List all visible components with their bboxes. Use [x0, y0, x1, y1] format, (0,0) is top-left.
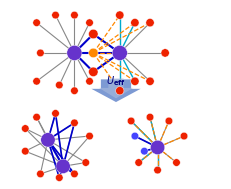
Circle shape — [134, 159, 142, 166]
Polygon shape — [91, 79, 140, 102]
Circle shape — [172, 159, 179, 166]
Circle shape — [85, 132, 93, 140]
Circle shape — [112, 45, 127, 60]
Circle shape — [85, 77, 93, 85]
Circle shape — [67, 45, 82, 60]
Circle shape — [21, 147, 29, 155]
Circle shape — [153, 166, 161, 174]
Circle shape — [36, 170, 44, 178]
Circle shape — [140, 147, 147, 155]
Circle shape — [85, 19, 93, 26]
Circle shape — [70, 11, 78, 19]
Circle shape — [56, 159, 70, 174]
Circle shape — [52, 11, 59, 19]
Circle shape — [70, 119, 78, 127]
Circle shape — [115, 11, 123, 19]
Circle shape — [33, 19, 40, 26]
Circle shape — [115, 87, 123, 95]
Circle shape — [33, 113, 40, 121]
Circle shape — [146, 113, 153, 121]
Circle shape — [160, 49, 169, 57]
Circle shape — [33, 77, 40, 85]
Circle shape — [21, 125, 29, 132]
Circle shape — [52, 110, 59, 117]
Circle shape — [130, 19, 138, 27]
Circle shape — [88, 48, 98, 58]
Circle shape — [70, 170, 78, 178]
Circle shape — [82, 159, 89, 166]
Circle shape — [127, 117, 134, 125]
Circle shape — [55, 81, 63, 89]
Circle shape — [179, 132, 187, 140]
Circle shape — [164, 117, 172, 125]
Circle shape — [145, 77, 154, 85]
Circle shape — [70, 87, 78, 94]
Circle shape — [150, 140, 164, 155]
Circle shape — [55, 174, 63, 181]
Circle shape — [130, 77, 138, 85]
Circle shape — [88, 67, 98, 77]
Circle shape — [145, 19, 154, 27]
Circle shape — [41, 133, 55, 147]
Circle shape — [88, 29, 98, 39]
Text: $U_{\mathregular{eff}}$: $U_{\mathregular{eff}}$ — [106, 74, 125, 88]
Circle shape — [131, 132, 138, 140]
Circle shape — [36, 49, 44, 57]
Polygon shape — [99, 78, 132, 98]
